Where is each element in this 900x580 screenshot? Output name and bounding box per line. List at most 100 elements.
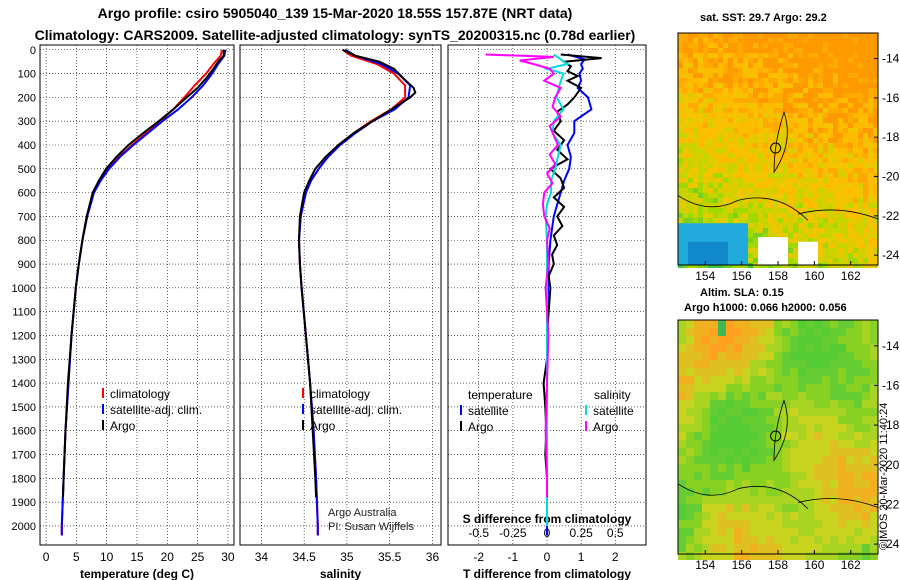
map-cell [678,536,686,544]
map-cell [748,173,753,178]
map-cell [788,143,793,148]
map-cell [822,424,830,432]
map-cell [814,496,822,504]
map-cell [838,163,843,168]
map-cell [818,258,823,263]
map-cell [753,208,758,213]
map-cell [788,113,793,118]
map-cell [678,148,683,153]
map-cell [868,68,873,73]
map-cell [723,33,728,38]
map-cell [694,400,702,408]
map-cell [868,218,873,223]
map-cell [703,183,708,188]
map-cell [773,223,778,228]
map-cell [863,63,868,68]
map-cell [793,238,798,243]
map-cell [726,496,734,504]
map-cell [803,118,808,123]
map-cell [778,103,783,108]
map-cell [783,213,788,218]
map-cell [773,33,778,38]
map-cell [773,53,778,58]
map-cell [854,488,862,496]
map-cell [678,384,686,392]
map-cell [838,178,843,183]
map-cell [743,128,748,133]
map-cell [853,43,858,48]
map-cell [753,53,758,58]
map-cell [793,78,798,83]
map-cell [868,233,873,238]
map-cell [694,528,702,536]
map-cell [863,173,868,178]
map-cell [748,88,753,93]
map-cell [790,320,798,328]
map-cell [808,223,813,228]
map-cell [688,43,693,48]
map-cell [778,213,783,218]
map-cell [862,408,870,416]
map-cell [753,43,758,48]
map-cell [766,384,774,392]
map-cell [733,148,738,153]
map-cell [774,520,782,528]
map-cell [838,352,846,360]
map-cell [723,208,728,213]
map-cell [688,168,693,173]
map-cell [798,328,806,336]
map-cell [723,38,728,43]
map-cell [870,424,878,432]
map-cell [858,248,863,253]
map-cell [726,336,734,344]
map-cell [830,392,838,400]
map-cell [798,33,803,38]
map-cell [848,163,853,168]
map-cell [808,183,813,188]
map-cell [843,193,848,198]
map-cell [758,128,763,133]
map-cell [694,320,702,328]
map-cell [702,544,710,552]
map-cell [806,424,814,432]
map-cell [806,448,814,456]
map-cell [773,63,778,68]
map-cell [703,88,708,93]
map-cell [793,123,798,128]
map-cell [718,218,723,223]
map-cell [686,376,694,384]
map-cell [698,118,703,123]
map-cell [843,188,848,193]
map-cell [843,128,848,133]
map-cell [774,360,782,368]
map-cell [758,424,766,432]
map-cell [686,344,694,352]
map-cell [726,448,734,456]
map-cell [806,488,814,496]
map-cell [733,158,738,163]
map-cell [758,138,763,143]
map-cell [718,416,726,424]
map-cell [778,138,783,143]
map-cell [823,38,828,43]
map-cell [838,544,846,552]
map-cell [678,48,683,53]
map-cell [858,213,863,218]
map-cell [782,408,790,416]
map-cell [813,138,818,143]
map-cell [774,480,782,488]
map-cell [710,408,718,416]
map-cell [753,188,758,193]
map-cell [813,48,818,53]
map-cell [678,58,683,63]
map-cell [698,198,703,203]
map-cell [693,73,698,78]
map-cell [778,163,783,168]
map-cell [713,188,718,193]
map-cell [748,133,753,138]
map-cell [774,464,782,472]
map-cell [868,58,873,63]
map-cell [873,233,878,238]
map-cell [678,168,683,173]
map-cell [748,98,753,103]
